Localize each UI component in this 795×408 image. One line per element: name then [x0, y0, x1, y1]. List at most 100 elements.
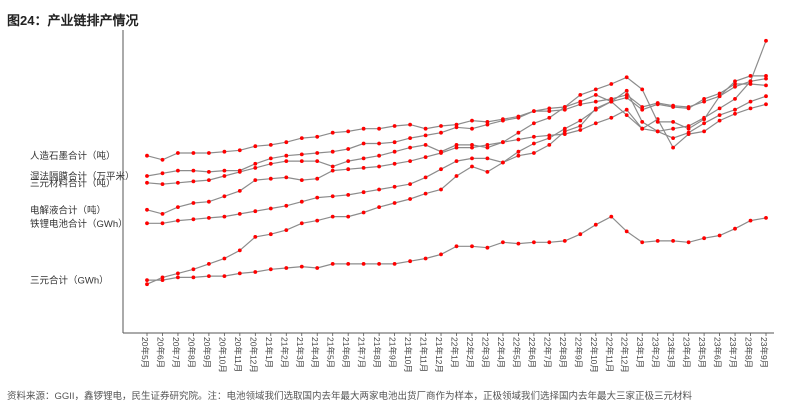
data-point [423, 155, 428, 160]
data-point [361, 166, 366, 170]
data-point [655, 120, 660, 124]
x-tick-label: 21年5月 [326, 337, 336, 368]
data-point [408, 159, 412, 164]
data-point [346, 214, 351, 219]
data-point [671, 105, 675, 109]
data-point [593, 87, 598, 92]
data-point [361, 126, 366, 131]
data-point [176, 168, 180, 173]
data-point [361, 156, 366, 161]
data-point [470, 164, 474, 169]
data-point [346, 159, 351, 164]
x-tick-label: 23年9月 [759, 337, 769, 368]
data-point [330, 168, 335, 173]
data-point [454, 122, 459, 127]
data-point [717, 233, 722, 238]
data-point [578, 99, 583, 104]
data-point [315, 218, 320, 223]
data-point [284, 266, 289, 270]
data-point [717, 113, 722, 117]
x-tick-label: 21年12月 [434, 337, 444, 373]
data-point [377, 141, 381, 146]
data-point [532, 109, 536, 113]
data-point [671, 145, 675, 150]
data-point [284, 159, 289, 164]
series-5 [145, 94, 768, 226]
data-point [702, 129, 706, 134]
data-point [284, 153, 289, 158]
data-point [176, 205, 180, 210]
data-point [191, 179, 196, 184]
x-tick-label: 22年12月 [620, 337, 630, 373]
data-point [609, 82, 614, 86]
data-point [145, 278, 149, 282]
data-point [624, 93, 629, 97]
data-point [423, 256, 428, 261]
data-point [454, 145, 459, 150]
data-point [423, 133, 428, 138]
data-point [408, 197, 412, 201]
source-footnote: 资料来源：GGII，鑫锣锂电，民生证券研究院。注：电池领域我们选取国内去年最大两… [7, 391, 693, 402]
data-point [176, 180, 180, 185]
data-point [299, 159, 304, 164]
x-tick-label: 20年5月 [140, 337, 150, 368]
data-point [516, 149, 521, 154]
data-point [532, 134, 536, 139]
data-point [145, 153, 149, 158]
x-tick-label: 21年9月 [388, 337, 398, 368]
data-point [377, 164, 381, 169]
data-point [748, 106, 753, 111]
data-point [176, 271, 180, 276]
data-point [686, 240, 691, 245]
data-point [237, 170, 242, 174]
data-point [222, 174, 227, 178]
data-point [315, 195, 320, 200]
data-point [423, 175, 428, 180]
data-point [748, 82, 753, 86]
data-point [624, 229, 629, 234]
x-tick-label: 22年1月 [450, 337, 460, 368]
data-point [655, 129, 660, 134]
data-point [408, 259, 412, 264]
data-point [485, 145, 490, 150]
data-point [207, 262, 211, 266]
data-point [268, 161, 273, 166]
data-point [392, 140, 397, 145]
data-point [624, 107, 629, 112]
data-point [408, 182, 412, 187]
x-tick-label: 20年9月 [202, 337, 212, 368]
series-4 [145, 74, 768, 187]
x-tick-label: 20年8月 [186, 337, 196, 368]
data-point [392, 124, 397, 128]
data-point [160, 182, 165, 187]
data-point [222, 274, 227, 278]
data-point [671, 136, 675, 141]
data-point [532, 240, 536, 245]
data-point [160, 275, 165, 280]
data-point [191, 168, 196, 173]
x-tick-label: 20年12月 [248, 337, 258, 373]
data-point [207, 274, 211, 278]
data-point [547, 115, 552, 120]
data-point [562, 129, 567, 134]
x-tick-label: 22年11月 [604, 337, 614, 372]
x-tick-label: 22年2月 [465, 337, 475, 368]
data-point [207, 170, 211, 174]
data-point [547, 136, 552, 141]
data-point [299, 264, 304, 269]
data-point [284, 203, 289, 208]
data-point [145, 221, 149, 226]
x-tick-label: 20年6月 [155, 337, 165, 368]
data-point [547, 143, 552, 147]
data-point [764, 38, 768, 43]
data-point [640, 126, 645, 131]
data-point [191, 267, 196, 272]
x-tick-label: 23年7月 [728, 337, 738, 368]
data-point [237, 148, 242, 153]
data-point [609, 115, 614, 120]
data-point [253, 270, 258, 274]
series-line-6 [147, 215, 767, 281]
x-tick-label: 20年7月 [171, 337, 181, 368]
data-point [299, 221, 304, 226]
data-point [361, 141, 366, 146]
